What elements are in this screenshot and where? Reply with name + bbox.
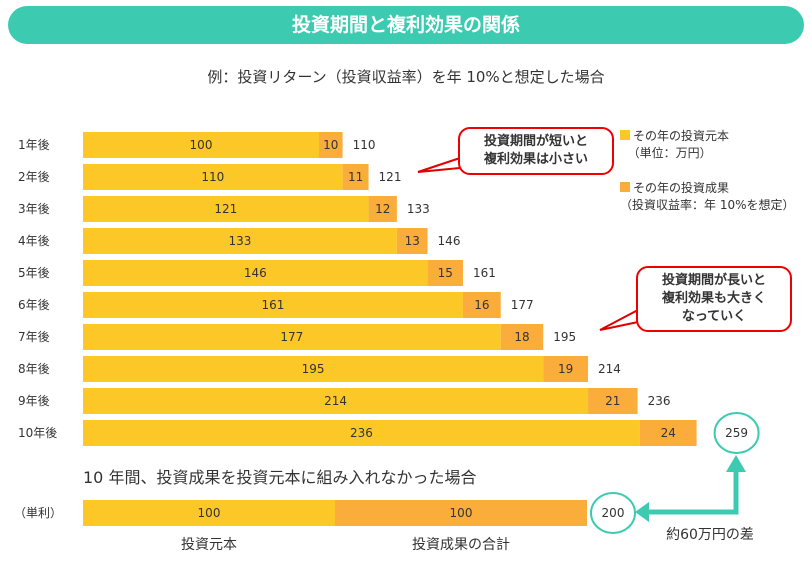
bar-principal-label: 214 [324, 394, 347, 408]
category-label: 10年後 [18, 426, 57, 440]
bar-principal [83, 420, 640, 446]
bar-gain [543, 356, 589, 382]
total-circle [713, 412, 760, 454]
bar-gain [639, 420, 697, 446]
callout-long: 投資期間が長いと 複利効果も大きく なっていく [636, 266, 792, 332]
total-label: 110 [353, 138, 376, 152]
legend-label: その年の投資元本 [633, 129, 730, 143]
total-label: 177 [511, 298, 534, 312]
bar-principal [83, 228, 397, 254]
bar-gain [342, 164, 369, 190]
legend-swatch [620, 182, 630, 192]
simple-bar-principal [83, 500, 335, 526]
bar-principal [83, 356, 544, 382]
callout-tail [599, 309, 639, 331]
legend-gain: その年の投資成果 （投資収益率：年 10%を想定） [620, 180, 795, 214]
chart-subtitle: 例：投資リターン（投資収益率）を年 10%と想定した場合 [207, 68, 605, 86]
bar-gain-label: 11 [348, 170, 363, 184]
total-label: 236 [648, 394, 671, 408]
bar-gain-label: 24 [661, 426, 676, 440]
bar-principal [83, 292, 463, 318]
category-label: 3年後 [18, 202, 50, 216]
total-label: 161 [473, 266, 496, 280]
total-label: 214 [598, 362, 621, 376]
callout-short: 投資期間が短いと 複利効果は小さい [458, 127, 614, 175]
legend-principal: その年の投資元本 （単位：万円） [620, 128, 729, 162]
bar-principal-label: 236 [350, 426, 373, 440]
bar-gain [462, 292, 501, 318]
total-label: 146 [438, 234, 461, 248]
bar-principal-label: 133 [228, 234, 251, 248]
total-label: 121 [379, 170, 402, 184]
legend-swatch [620, 130, 630, 140]
bar-principal-label: 177 [280, 330, 303, 344]
callout-tail [417, 157, 461, 173]
category-label: 2年後 [18, 170, 50, 184]
total-label: 259 [725, 426, 748, 440]
bar-gain [500, 324, 544, 350]
simple-caption: 投資成果の合計 [412, 537, 510, 553]
total-label: 133 [407, 202, 430, 216]
category-label: 1年後 [18, 138, 50, 152]
bar-gain [396, 228, 428, 254]
bar-gain-label: 10 [323, 138, 338, 152]
bar-gain [319, 132, 343, 158]
bar-gain-label: 18 [514, 330, 529, 344]
bar-principal-label: 161 [262, 298, 285, 312]
bar-principal [83, 260, 428, 286]
bar-principal [83, 324, 501, 350]
simple-bar-gain [335, 500, 587, 526]
difference-arrow [649, 472, 739, 515]
bar-gain-label: 12 [375, 202, 390, 216]
bar-principal-label: 195 [302, 362, 325, 376]
bar-principal [83, 164, 343, 190]
bar-principal [83, 388, 589, 414]
bar-principal-label: 100 [190, 138, 213, 152]
arrow-head-up [726, 455, 746, 472]
bar-gain-label: 16 [474, 298, 489, 312]
simple-bar-label: 100 [198, 506, 221, 520]
total-label: 195 [553, 330, 576, 344]
bar-gain-label: 21 [605, 394, 620, 408]
category-label: 9年後 [18, 394, 50, 408]
simple-total-label: 200 [602, 506, 625, 520]
simple-total-circle [590, 492, 636, 534]
category-label: 6年後 [18, 298, 50, 312]
difference-label: 約60万円の差 [666, 527, 754, 543]
category-label: 8年後 [18, 362, 50, 376]
bar-principal-label: 121 [214, 202, 237, 216]
bar-gain-label: 13 [405, 234, 420, 248]
simple-label: （単利） [14, 506, 62, 520]
bar-gain [427, 260, 463, 286]
category-label: 5年後 [18, 266, 50, 280]
simple-caption: 投資元本 [181, 537, 237, 553]
bar-principal [83, 196, 369, 222]
legend-label: その年の投資成果 [633, 181, 730, 195]
bar-gain [588, 388, 638, 414]
arrow-head-left [635, 502, 649, 522]
bar-principal-label: 110 [201, 170, 224, 184]
bar-gain [368, 196, 397, 222]
bar-principal [83, 132, 319, 158]
legend-note: （単位：万円） [627, 146, 712, 160]
bar-gain-label: 19 [558, 362, 573, 376]
simple-heading: 10 年間、投資成果を投資元本に組み入れなかった場合 [83, 468, 476, 487]
legend-note: （投資収益率：年 10%を想定） [620, 198, 795, 212]
category-label: 4年後 [18, 234, 50, 248]
bar-gain-label: 15 [438, 266, 453, 280]
simple-bar-label: 100 [450, 506, 473, 520]
bar-principal-label: 146 [244, 266, 267, 280]
chart-title: 投資期間と複利効果の関係 [8, 6, 804, 44]
category-label: 7年後 [18, 330, 50, 344]
